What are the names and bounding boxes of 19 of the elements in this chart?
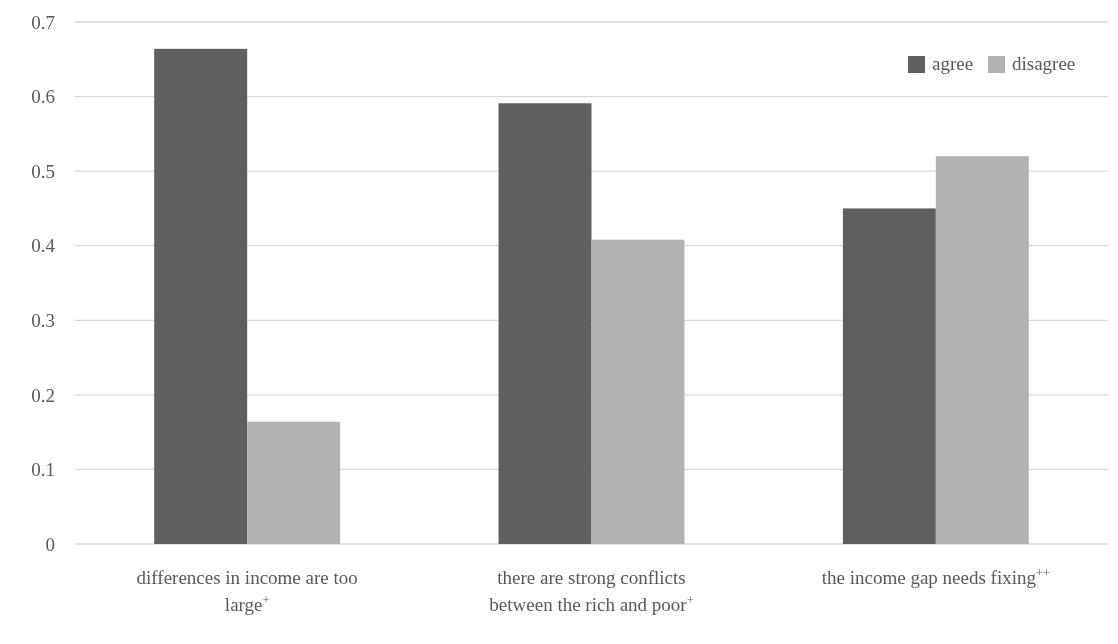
bar <box>154 48 248 544</box>
y-tick-label: 0.6 <box>31 86 55 108</box>
bar <box>591 239 685 544</box>
x-tick-label: there are strong conflicts between the rich and poor$^{+}$ <box>489 567 694 615</box>
bar <box>935 156 1029 544</box>
legend-label: agree <box>932 53 974 74</box>
y-tick-label: 0 <box>45 533 55 555</box>
x-tick-label: differences in income are too large$^{+}$ <box>136 567 358 615</box>
bar <box>498 103 592 544</box>
bar <box>842 208 936 544</box>
y-tick-label: 0.7 <box>31 11 55 33</box>
y-tick-label: 0.1 <box>31 459 55 481</box>
y-tick-label: 0.5 <box>31 160 55 182</box>
bar <box>247 421 341 544</box>
y-tick-label: 0.3 <box>31 309 55 331</box>
y-tick-label: 0.4 <box>31 235 56 257</box>
x-tick-label: the income gap needs fixing$^{++}$ <box>821 566 1050 588</box>
y-tick-label: 0.2 <box>31 384 55 406</box>
legend-label: disagree <box>1012 53 1076 74</box>
